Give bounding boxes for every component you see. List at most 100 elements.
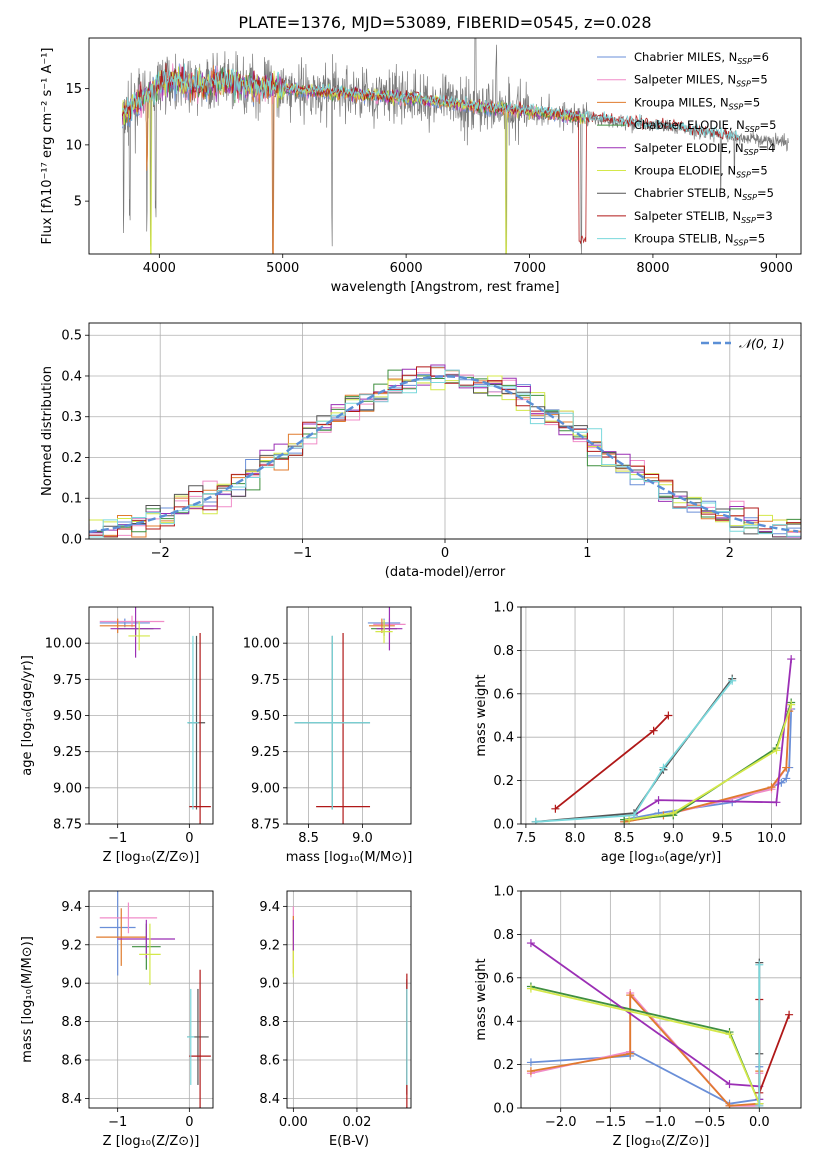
y-axis-label: age [log₁₀(age/yr)] bbox=[20, 655, 35, 776]
y-tick-label: 9.4 bbox=[61, 900, 82, 915]
x-axis-label: wavelength [Angstrom, rest frame] bbox=[331, 280, 560, 295]
mass-weight-line bbox=[530, 1050, 761, 1105]
y-tick-label: 0.5 bbox=[61, 329, 82, 344]
x-tick-label: 7000 bbox=[513, 261, 546, 276]
mass-weight-marker bbox=[772, 798, 781, 807]
mass-weight-marker bbox=[626, 991, 635, 1000]
axes-frame bbox=[520, 890, 802, 1109]
y-tick-label: 9.0 bbox=[61, 977, 82, 992]
mass-weight-marker bbox=[649, 726, 658, 735]
spectrum-plot-area bbox=[121, 38, 790, 254]
y-tick-label: 0.0 bbox=[493, 818, 514, 833]
y-axis-label: Normed distribution bbox=[40, 366, 55, 496]
x-tick-label: 9.5 bbox=[712, 831, 733, 846]
legend-label: Chabrier ELODIE, NSSP=5 bbox=[634, 118, 776, 134]
y-tick-label: 0.4 bbox=[493, 731, 514, 746]
x-axis-label: E(B-V) bbox=[329, 1134, 369, 1149]
x-tick-label: −0.5 bbox=[694, 1115, 726, 1130]
y-tick-label: 0.0 bbox=[61, 533, 82, 548]
legend-label: Kroupa MILES, NSSP=5 bbox=[634, 95, 760, 111]
y-tick-label: 0.2 bbox=[493, 1058, 514, 1073]
mass-vs-z-plot-area bbox=[96, 891, 211, 1108]
y-tick-label: 9.75 bbox=[53, 673, 82, 688]
mass-weight-line bbox=[758, 999, 790, 1094]
mass-weight-marker bbox=[787, 700, 796, 709]
y-tick-label: 10 bbox=[65, 138, 82, 153]
axes-frame bbox=[88, 606, 214, 825]
x-axis-label: mass [log₁₀(M/M⊙)] bbox=[286, 850, 413, 865]
mass-vs-ebv-plot-area bbox=[292, 906, 408, 1108]
x-tick-label: 9000 bbox=[760, 261, 793, 276]
x-tick-label: −1.0 bbox=[644, 1115, 676, 1130]
mass-weight-line bbox=[628, 704, 793, 821]
y-tick-label: 1.0 bbox=[493, 601, 514, 616]
mass-weight-marker bbox=[629, 811, 638, 820]
age-vs-z-panel: −1 0 8.75 9.00 9.25 9.50 9.75 10.00 Z [log₁₀(Z/Z… bbox=[20, 606, 214, 865]
x-tick-label: −1 bbox=[108, 1115, 127, 1130]
mass-weight-marker bbox=[531, 817, 540, 824]
figure-title: PLATE=1376, MJD=53089, FIBERID=0545, z=0… bbox=[238, 13, 651, 32]
mass-weight-marker bbox=[782, 774, 791, 783]
mass-weight-marker bbox=[526, 1058, 535, 1067]
age-vs-mass-panel: 8.5 9.0 8.75 9.00 9.25 9.50 9.75 10.00 mass [log… bbox=[243, 606, 413, 865]
mass-weight-marker bbox=[654, 796, 663, 805]
x-tick-label: 8.5 bbox=[614, 831, 635, 846]
y-tick-label: 9.75 bbox=[251, 673, 280, 688]
mass-weight-line bbox=[633, 659, 793, 817]
y-tick-label: 0.6 bbox=[493, 971, 514, 986]
x-tick-label: −1.5 bbox=[595, 1115, 627, 1130]
y-tick-label: 9.25 bbox=[53, 745, 82, 760]
mass-weight-marker bbox=[725, 1101, 734, 1108]
mass-weight-marker bbox=[785, 1010, 794, 1019]
x-axis-label: age [log₁₀(age/yr)] bbox=[601, 850, 722, 865]
legend-label: Salpeter STELIB, NSSP=3 bbox=[634, 209, 773, 225]
model-spectrum-line bbox=[121, 63, 740, 141]
axes-frame bbox=[286, 606, 412, 825]
x-tick-label: −2 bbox=[151, 546, 170, 561]
x-axis-label: (data-model)/error bbox=[385, 565, 506, 580]
mass-weight-marker bbox=[659, 763, 668, 772]
y-tick-label: 5 bbox=[74, 195, 82, 210]
x-tick-label: 7.5 bbox=[516, 831, 537, 846]
y-tick-label: 0.4 bbox=[493, 1015, 514, 1030]
x-tick-label: 1 bbox=[583, 546, 591, 561]
mass-weight-marker bbox=[725, 1030, 734, 1039]
mass-weight-line bbox=[530, 990, 761, 1107]
mass-vs-ebv-panel: 0.00 0.02 8.4 8.6 8.8 9.0 9.2 9.4 E(B-V) bbox=[259, 890, 412, 1149]
y-tick-label: 10.00 bbox=[45, 637, 82, 652]
mass-weight-line bbox=[535, 680, 733, 823]
y-tick-label: 8.6 bbox=[61, 1053, 82, 1068]
y-tick-label: 8.8 bbox=[61, 1015, 82, 1030]
legend-label: Chabrier STELIB, NSSP=5 bbox=[634, 186, 774, 202]
legend-label: Kroupa STELIB, NSSP=5 bbox=[634, 232, 765, 248]
y-tick-label: 0.8 bbox=[493, 644, 514, 659]
age-vs-mass-plot-area bbox=[294, 607, 406, 824]
massweight-vs-z-panel: −2.0 −1.5 −1.0 −0.5 0.0 0.0 0.2 0.4 0.6 0.8 1.0 Z [… bbox=[474, 885, 802, 1149]
normal-curve bbox=[89, 375, 799, 534]
axes-frame bbox=[88, 37, 802, 255]
y-tick-label: 9.00 bbox=[53, 781, 82, 796]
legend-label: Salpeter ELODIE, NSSP=4 bbox=[634, 141, 775, 157]
legend-label: Kroupa ELODIE, NSSP=5 bbox=[634, 164, 768, 180]
mass-weight-marker bbox=[728, 676, 737, 685]
x-tick-label: 0 bbox=[185, 831, 193, 846]
residual-panel: −2 −1 0 1 2 0.0 0.1 0.2 0.3 0.4 0.5 (data-model)/er… bbox=[40, 322, 802, 580]
mass-weight-marker bbox=[725, 1080, 734, 1089]
y-tick-label: 9.00 bbox=[251, 781, 280, 796]
residual-plot-area bbox=[89, 364, 801, 538]
massweight-vs-age-plot-area bbox=[531, 655, 796, 824]
x-tick-label: 4000 bbox=[143, 261, 176, 276]
y-tick-label: 8.4 bbox=[61, 1092, 82, 1107]
y-tick-label: 10.00 bbox=[243, 637, 280, 652]
x-tick-label: 5000 bbox=[266, 261, 299, 276]
y-tick-label: 9.50 bbox=[251, 709, 280, 724]
mass-weight-line bbox=[530, 985, 761, 1105]
mass-weight-marker bbox=[551, 804, 560, 813]
x-tick-label: −2.0 bbox=[545, 1115, 577, 1130]
y-tick-label: 0.2 bbox=[493, 774, 514, 789]
y-tick-label: 0.0 bbox=[493, 1102, 514, 1117]
y-tick-label: 8.75 bbox=[53, 818, 82, 833]
mass-weight-marker bbox=[664, 711, 673, 720]
mass-weight-marker bbox=[772, 746, 781, 755]
